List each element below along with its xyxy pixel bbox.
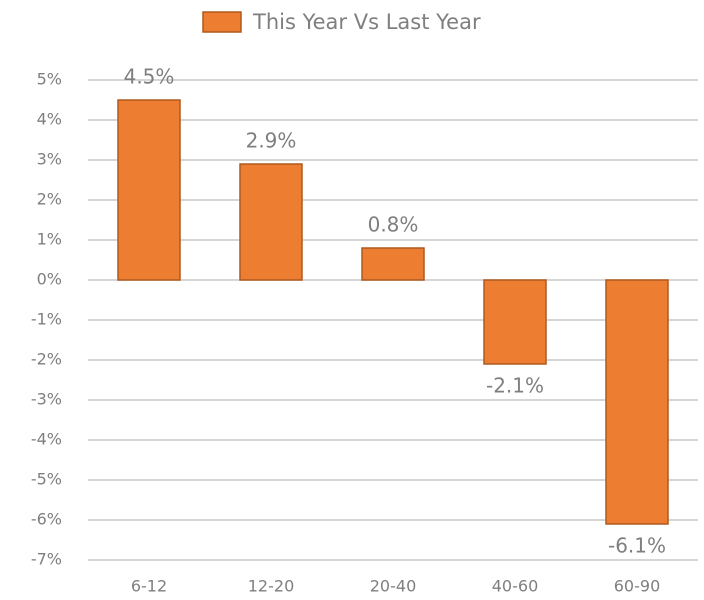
- x-tick-label: 60-90: [614, 577, 661, 596]
- y-tick-label: -4%: [31, 430, 62, 449]
- y-tick-label: 2%: [37, 190, 62, 209]
- x-tick-label: 12-20: [248, 577, 295, 596]
- value-label: 2.9%: [246, 129, 297, 153]
- value-label: 4.5%: [124, 65, 175, 89]
- value-label: -2.1%: [486, 374, 544, 398]
- y-tick-label: -7%: [31, 550, 62, 569]
- y-tick-label: -6%: [31, 510, 62, 529]
- x-tick-label: 6-12: [131, 577, 167, 596]
- y-tick-label: -1%: [31, 310, 62, 329]
- y-tick-label: 4%: [37, 110, 62, 129]
- bar: [483, 279, 547, 365]
- y-tick-label: 0%: [37, 270, 62, 289]
- value-label: 0.8%: [368, 213, 419, 237]
- legend-swatch: [202, 11, 242, 33]
- y-tick-label: 1%: [37, 230, 62, 249]
- y-tick-label: -5%: [31, 470, 62, 489]
- bar: [605, 279, 669, 525]
- bar: [117, 99, 181, 281]
- x-tick-label: 40-60: [492, 577, 539, 596]
- x-tick-label: 20-40: [370, 577, 417, 596]
- y-tick-label: -2%: [31, 350, 62, 369]
- legend-label: This Year Vs Last Year: [252, 10, 481, 34]
- bar: [361, 247, 425, 281]
- value-label: -6.1%: [608, 534, 666, 558]
- y-tick-label: 5%: [37, 70, 62, 89]
- bar: [239, 163, 303, 281]
- y-tick-label: 3%: [37, 150, 62, 169]
- y-tick-label: -3%: [31, 390, 62, 409]
